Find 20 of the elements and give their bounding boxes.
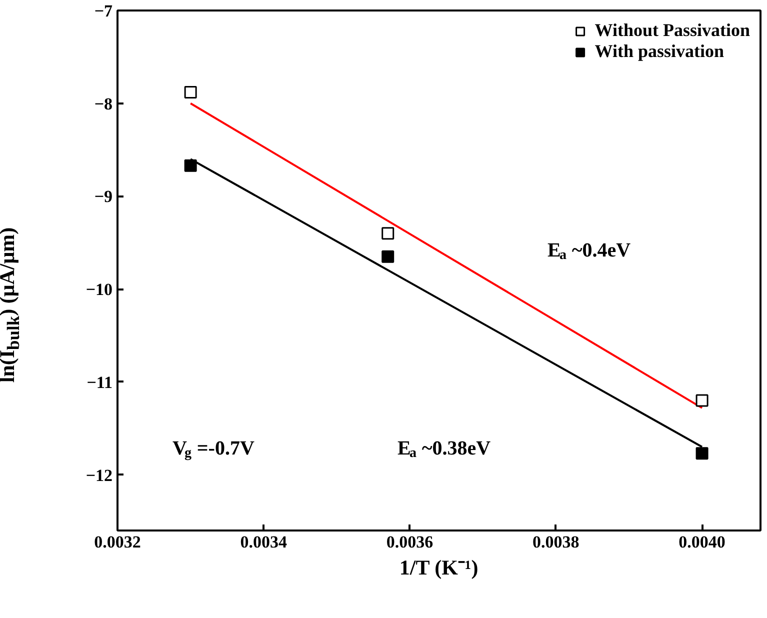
point: [382, 250, 394, 263]
point: [696, 447, 708, 460]
legend-label: With passivation: [594, 41, 724, 62]
y-tick-label: −10: [86, 280, 112, 300]
y-tick-label: −8: [94, 94, 112, 114]
point: [184, 159, 197, 172]
x-axis-title: 1/T (K⁻¹): [399, 556, 478, 580]
point: [696, 394, 708, 407]
x-tick-label: 0.0034: [240, 532, 288, 552]
point: [382, 227, 394, 240]
y-tick-label: −7: [94, 2, 113, 20]
y-tick-label: −12: [86, 466, 112, 485]
x-tick-label: 0.0038: [532, 532, 580, 552]
y-tick-label: −11: [86, 372, 112, 392]
x-tick-label: 0.0036: [386, 532, 434, 552]
x-tick-label: 0.0040: [678, 532, 726, 552]
point: [184, 86, 197, 98]
y-tick-label: −9: [94, 187, 112, 206]
x-tick-label: 0.0032: [94, 532, 141, 552]
legend-label: Without Passivation: [594, 20, 750, 41]
